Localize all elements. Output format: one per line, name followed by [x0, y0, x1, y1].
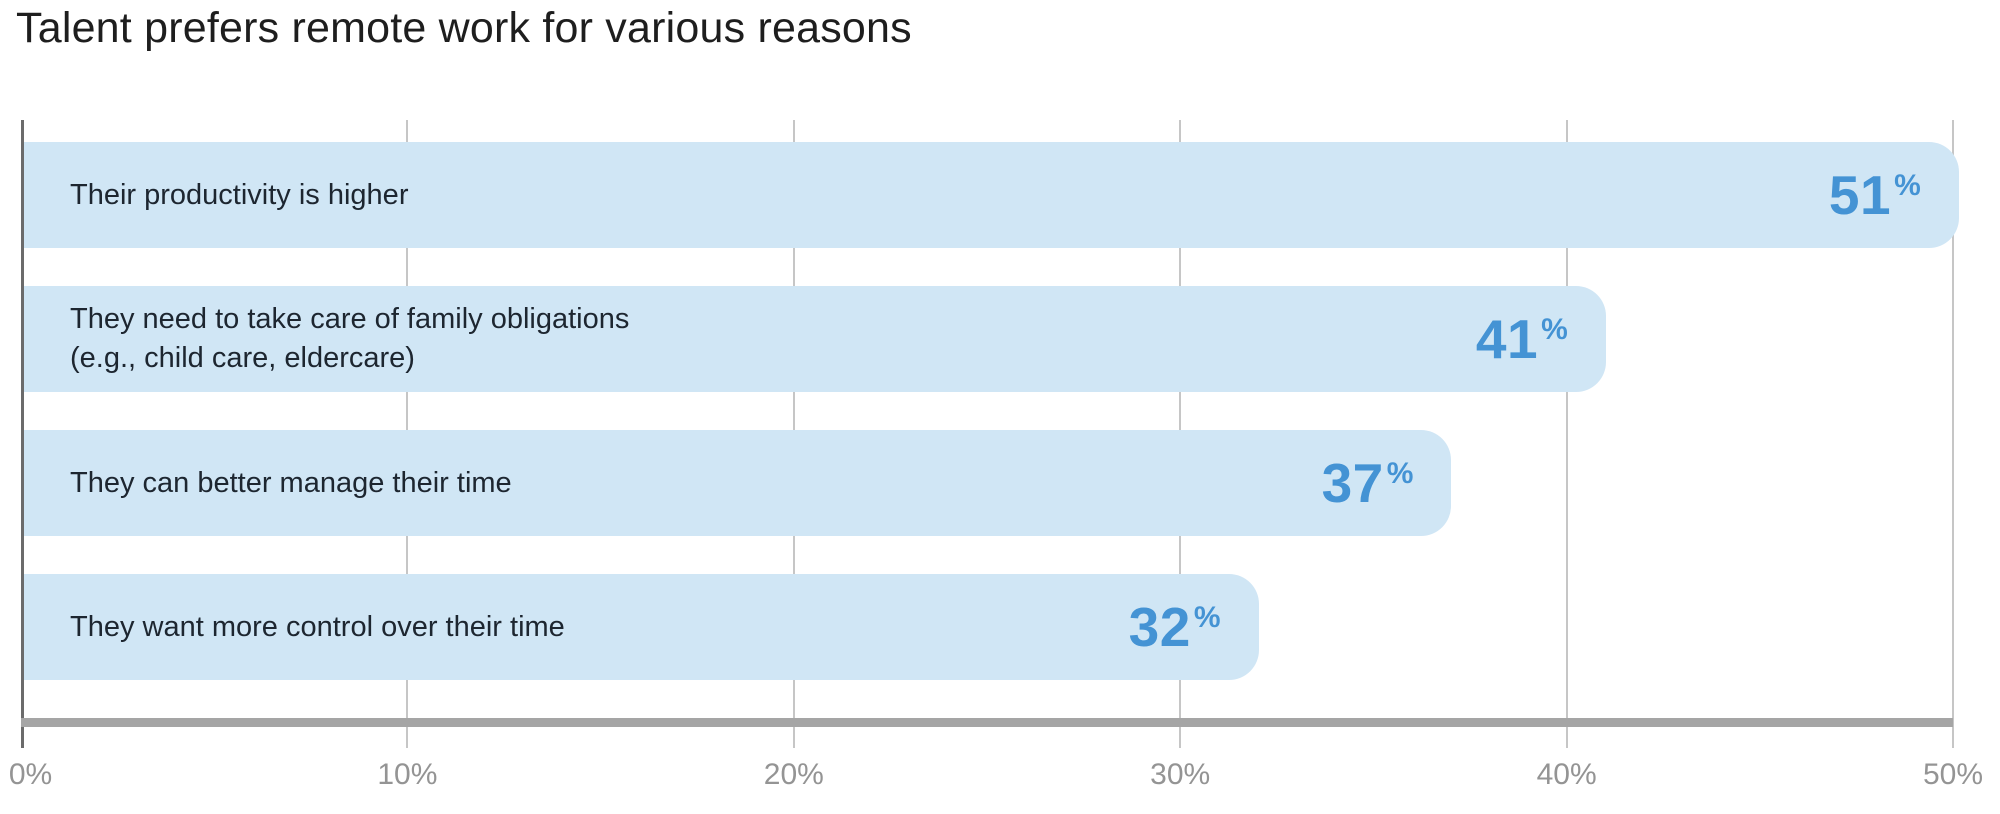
bar-value-unit: %: [1894, 168, 1921, 202]
x-axis-line: [21, 718, 1953, 727]
bar-value-unit: %: [1541, 312, 1568, 346]
x-tick-label-50: 50%: [1922, 758, 1984, 791]
bar-row: They can better manage their time 37 %: [24, 430, 1953, 536]
bar-value-label: 51 %: [1828, 163, 1921, 226]
bar-value-number: 51: [1828, 163, 1892, 226]
bar-category-label: They want more control over their time: [70, 610, 565, 643]
bar-category-label: They need to take care of family obligat…: [70, 303, 630, 374]
bar-value-unit: %: [1193, 600, 1221, 634]
x-tick-label-30: 30%: [1150, 758, 1211, 791]
bar-row: Their productivity is higher 51 %: [24, 142, 1959, 248]
gridline-50pct: [1952, 120, 1954, 748]
bar-value-unit: %: [1386, 456, 1414, 490]
chart-title: Talent prefers remote work for various r…: [16, 4, 912, 52]
bar-row: They need to take care of family obligat…: [24, 286, 1953, 392]
x-axis-tick-labels: 0% 10% 20% 30% 40% 50%: [9, 758, 1983, 798]
bars-group: Their productivity is higher 51 % They n…: [24, 142, 1959, 718]
y-axis-line: [21, 120, 24, 748]
gridline-40pct: [1565, 120, 1568, 748]
x-tick-label-20: 20%: [763, 758, 824, 791]
x-tick-label-0: 0%: [8, 758, 53, 791]
bar-value-number: 32: [1128, 595, 1191, 658]
bar-category-label: Their productivity is higher: [70, 178, 409, 211]
bar-category-label: They can better manage their time: [70, 466, 512, 499]
x-tick-label-40: 40%: [1536, 758, 1597, 791]
bar-control-over-time: They want more control over their time 3…: [24, 574, 1259, 680]
bar-productivity-higher: Their productivity is higher 51 %: [24, 142, 1959, 248]
bar-value-label: 32 %: [1128, 595, 1221, 658]
bar-manage-time: They can better manage their time 37 %: [24, 430, 1452, 536]
bar-value-label: 41 %: [1475, 307, 1568, 370]
x-tick-label-10: 10%: [377, 758, 438, 791]
bar-value-number: 41: [1475, 307, 1539, 370]
bar-value-number: 37: [1321, 451, 1384, 514]
bar-row: They want more control over their time 3…: [24, 574, 1953, 680]
plot-area: Their productivity is higher 51 % They n…: [9, 120, 1983, 791]
bar-value-label: 37 %: [1321, 451, 1414, 514]
bar-family-obligations: They need to take care of family obligat…: [24, 286, 1606, 392]
